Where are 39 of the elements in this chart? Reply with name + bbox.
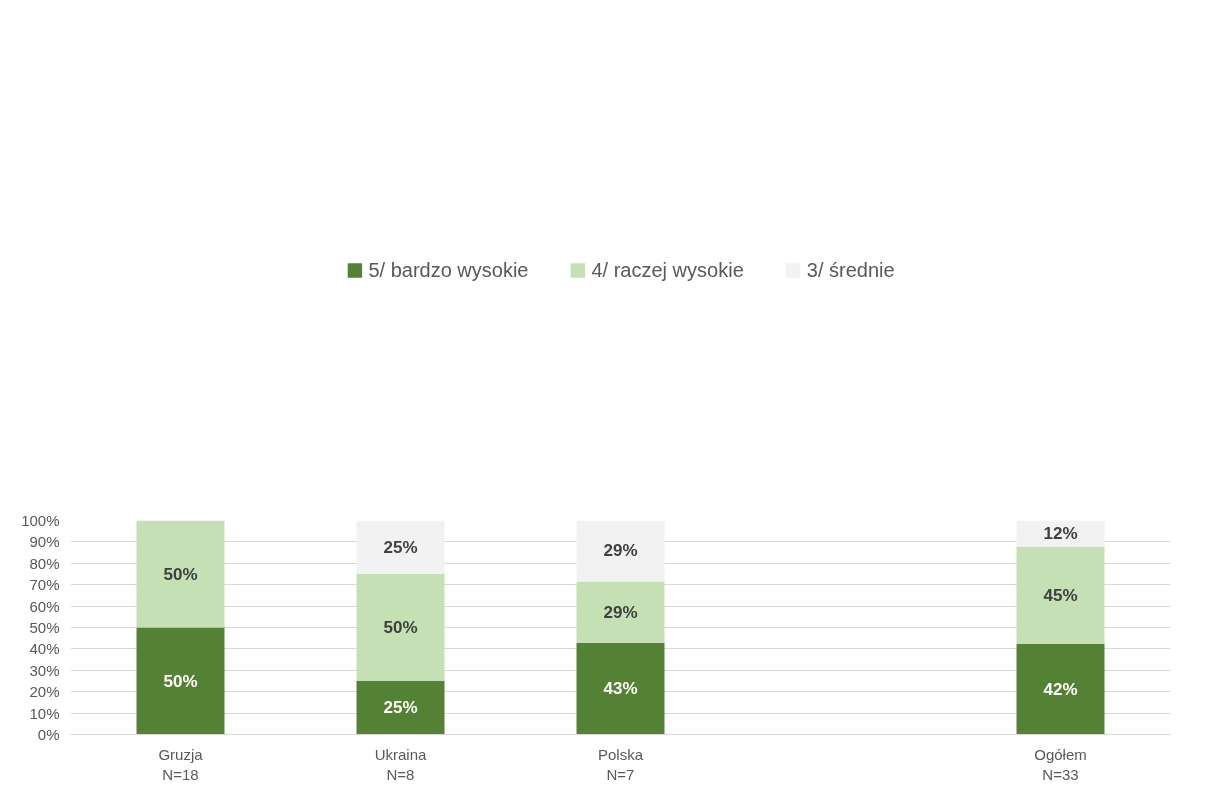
bar (356, 520, 445, 574)
y-tick-label: 30% (29, 661, 60, 679)
data-label: 12% (1043, 523, 1078, 543)
bar (136, 520, 225, 628)
bar (1016, 643, 1105, 735)
bar (136, 627, 225, 735)
y-tick-label: 50% (29, 619, 60, 636)
x-tick-label: Ogółem N=33 (1034, 745, 1087, 783)
y-tick-label: 70% (29, 576, 60, 594)
bar (1016, 546, 1105, 644)
data-label: 50% (383, 618, 418, 637)
data-label: 25% (383, 698, 418, 718)
x-tick-label: Polska N=7 (597, 745, 644, 783)
y-tick-label: 10% (29, 704, 60, 722)
y-tick-label: 20% (29, 683, 60, 701)
y-tick-label: 0% (37, 726, 60, 743)
bar (576, 581, 665, 643)
data-label: 43% (603, 679, 638, 699)
bar (576, 642, 665, 735)
bar (356, 574, 445, 681)
data-label: 45% (1043, 585, 1078, 605)
y-tick-label: 60% (29, 597, 60, 615)
x-tick-label: Ukraina N=8 (374, 745, 427, 783)
y-tick-label: 90% (29, 533, 60, 551)
data-label: 42% (1043, 679, 1078, 699)
y-tick-label: 100% (21, 512, 60, 529)
x-tick-label: Gruzja N=18 (158, 745, 204, 783)
bar (356, 681, 445, 735)
data-label: 50% (163, 671, 198, 691)
data-label: 50% (163, 564, 198, 584)
y-tick-label: 80% (29, 554, 60, 572)
data-label: 29% (603, 541, 638, 561)
legend-label: 3/ średnie (806, 258, 895, 282)
data-label: 29% (603, 602, 638, 622)
data-label: 25% (383, 537, 418, 557)
bar (576, 520, 665, 582)
legend-label: 4/ raczej wysokie (591, 258, 744, 282)
y-tick-label: 40% (29, 640, 60, 658)
legend-label: 5/ bardzo wysokie (368, 258, 529, 282)
